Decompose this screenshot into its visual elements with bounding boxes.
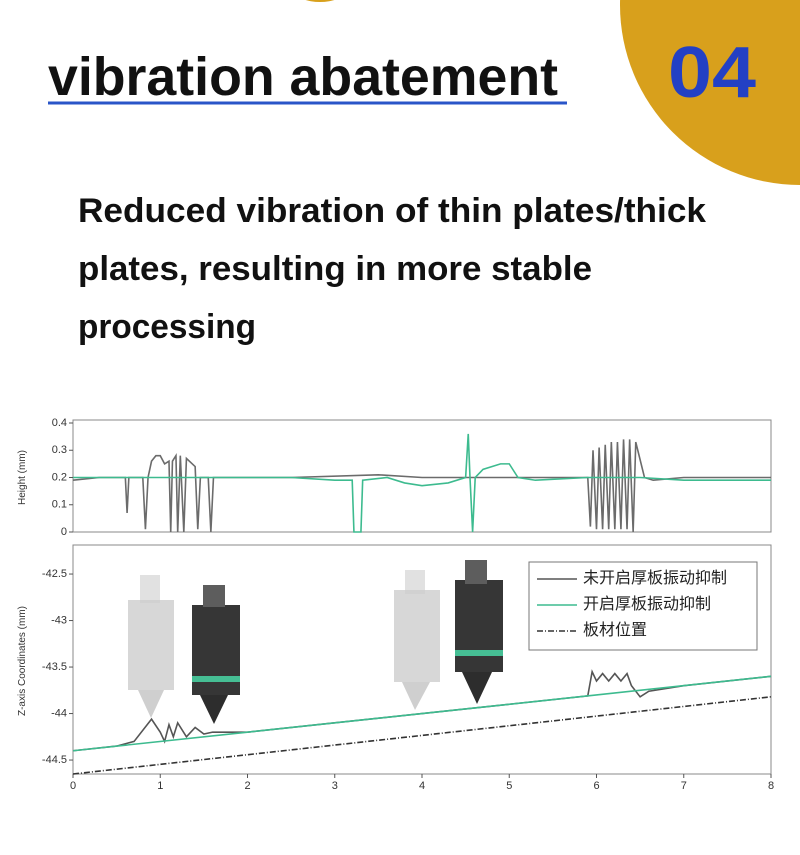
- y-axis-label: Height (mm): [17, 450, 28, 505]
- y-tick-label: -43: [51, 614, 67, 626]
- plot-frame: [72, 419, 772, 533]
- description-line: processing: [78, 308, 256, 346]
- legend-box: [528, 561, 758, 651]
- y-tick-label: 0: [61, 526, 67, 538]
- x-tick-label: 3: [332, 780, 338, 792]
- y-tick-label: 0.1: [52, 499, 67, 511]
- description-line: Reduced vibration of thin plates/thick: [78, 192, 706, 230]
- legend-label: 未开启厚板振动抑制: [583, 569, 727, 587]
- laser-head-icon: [192, 676, 240, 682]
- laser-head-icon: [462, 672, 492, 704]
- laser-head-icon: [465, 560, 487, 584]
- laser-head-icon: [455, 580, 503, 672]
- laser-head-icon: [200, 695, 228, 724]
- data-line: [72, 696, 772, 775]
- laser-head-icon: [394, 590, 440, 682]
- section-number: 04: [668, 33, 756, 113]
- laser-head-icon: [140, 575, 160, 603]
- laser-head-icon: [203, 585, 225, 607]
- y-tick-label: 0.4: [52, 417, 67, 429]
- data-line: [72, 675, 772, 752]
- y-tick-label: -44: [51, 707, 67, 719]
- x-tick-label: 0: [70, 780, 76, 792]
- x-tick-label: 5: [506, 780, 512, 792]
- laser-head-icon: [405, 570, 425, 594]
- y-tick-label: 0.3: [52, 444, 67, 456]
- data-line: [73, 433, 771, 533]
- decor-arc: [305, 0, 335, 2]
- laser-heads: [128, 560, 503, 724]
- x-tick-label: 6: [593, 780, 599, 792]
- y-tick-label: -43.5: [42, 661, 67, 673]
- description-line: plates, resulting in more stable: [78, 250, 592, 288]
- laser-head-icon: [455, 650, 503, 656]
- legend-label: 板材位置: [583, 621, 647, 639]
- legend-label: 开启厚板振动抑制: [583, 595, 711, 613]
- x-tick-label: 8: [768, 780, 774, 792]
- x-tick-label: 2: [244, 780, 250, 792]
- y-tick-label: 0.2: [52, 471, 67, 483]
- laser-head-icon: [402, 682, 430, 710]
- x-tick-label: 7: [681, 780, 687, 792]
- y-tick-label: -42.5: [42, 568, 67, 580]
- laser-head-icon: [128, 600, 174, 690]
- x-tick-label: 1: [157, 780, 163, 792]
- laser-head-icon: [138, 690, 164, 718]
- y-axis-label: Z-axis Coordinates (mm): [17, 606, 28, 716]
- title: vibration abatement: [48, 47, 558, 107]
- y-tick-label: -44.5: [42, 754, 67, 766]
- decor-circle: [620, 0, 800, 185]
- x-tick-label: 4: [419, 780, 425, 792]
